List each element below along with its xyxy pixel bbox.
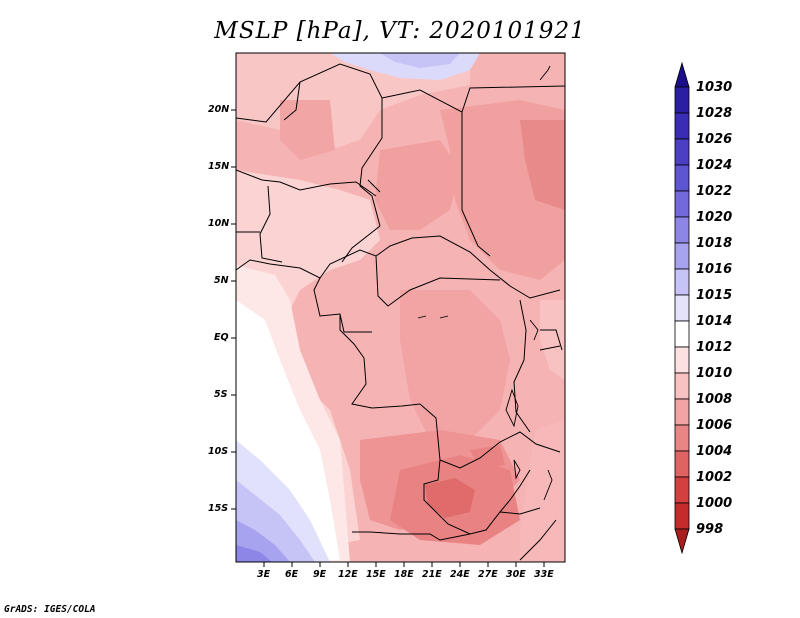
colorbar-label: 1012 [696, 340, 733, 355]
colorbar-segment [674, 268, 690, 296]
colorbar-segment [674, 398, 690, 426]
colorbar-segment [674, 346, 690, 374]
lon-label: 3E [257, 569, 271, 580]
colorbar-segment [674, 112, 690, 140]
country-borders [236, 63, 565, 561]
colorbar-label: 1028 [696, 106, 733, 121]
colorbar-label: 1014 [696, 314, 733, 329]
colorbar-segment [674, 294, 690, 322]
colorbar-segment [674, 138, 690, 166]
colorbar-label: 1000 [696, 496, 733, 511]
map-title: MSLP [hPa], VT: 2020101921 [214, 18, 586, 44]
lon-label: 27E [478, 569, 498, 580]
colorbar-label: 1002 [696, 470, 733, 485]
colorbar-label: 998 [696, 522, 724, 537]
colorbar-segment [674, 450, 690, 478]
colorbar-label: 1008 [696, 392, 733, 407]
colorbar-label: 1004 [696, 444, 733, 459]
lakes [417, 65, 553, 501]
lon-label: 6E [285, 569, 299, 580]
colorbar-segment [674, 190, 690, 218]
lon-label: 24E [450, 569, 470, 580]
lat-label: 10S [208, 446, 229, 457]
colorbar-label: 1022 [696, 184, 733, 199]
colorbar-label: 1026 [696, 132, 733, 147]
lon-label: 12E [338, 569, 358, 580]
colorbar-segment [674, 476, 690, 504]
colorbar-label: 1006 [696, 418, 733, 433]
pressure-field [236, 53, 565, 562]
lon-label: 9E [313, 569, 327, 580]
colorbar [674, 61, 690, 555]
credit-text: GrADS: IGES/COLA [4, 604, 96, 615]
lat-label: 5N [214, 275, 229, 286]
colorbar-segment [674, 320, 690, 348]
colorbar-segment [674, 424, 690, 452]
colorbar-label: 1010 [696, 366, 733, 381]
lat-label: 15N [208, 161, 230, 172]
colorbar-bottom-arrow [674, 528, 690, 555]
colorbar-segment [674, 164, 690, 192]
lat-label: EQ [214, 332, 229, 343]
lon-label: 33E [534, 569, 554, 580]
colorbar-label: 1020 [696, 210, 733, 225]
lon-label: 18E [394, 569, 414, 580]
colorbar-label: 1024 [696, 158, 733, 173]
colorbar-label: 1016 [696, 262, 733, 277]
lon-label: 30E [506, 569, 526, 580]
colorbar-segment [674, 216, 690, 244]
map-frame [235, 52, 566, 563]
lat-label: 5S [214, 389, 228, 400]
colorbar-top-arrow [674, 61, 690, 88]
lat-label: 15S [208, 503, 229, 514]
lat-label: 10N [208, 218, 230, 229]
lon-label: 21E [422, 569, 442, 580]
colorbar-segment [674, 372, 690, 400]
colorbar-segment [674, 242, 690, 270]
colorbar-label: 1015 [696, 288, 733, 303]
lat-label: 20N [208, 104, 230, 115]
colorbar-segment [674, 502, 690, 530]
colorbar-label: 1018 [696, 236, 733, 251]
lon-label: 15E [366, 569, 386, 580]
lon-tick-marks [263, 562, 545, 567]
colorbar-label: 1030 [696, 80, 733, 95]
colorbar-segment [674, 86, 690, 114]
lat-tick-marks [231, 109, 236, 510]
